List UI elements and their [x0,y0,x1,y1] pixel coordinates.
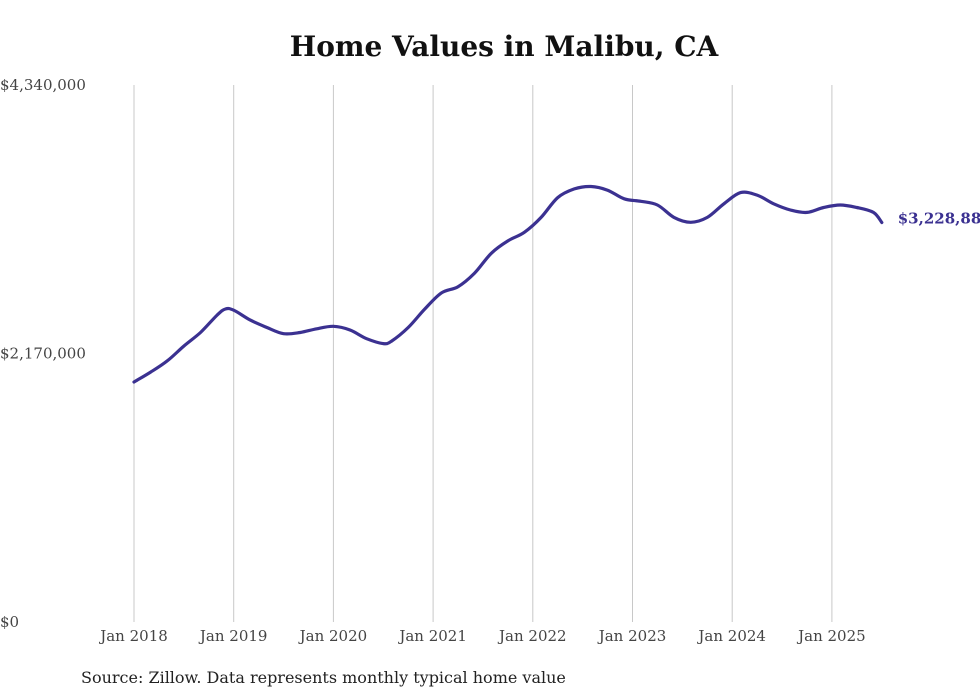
x-tick-label: Jan 2019 [198,627,268,645]
series-layer [132,184,884,384]
x-tick-label: Jan 2023 [597,627,667,645]
series-line [132,184,884,384]
x-tick-label: Jan 2021 [397,627,467,645]
x-tick-label: Jan 2025 [796,627,866,645]
y-tick-label: $4,340,000 [0,76,86,94]
chart-title: Home Values in Malibu, CA [289,30,719,63]
end-value-label: $3,228,880 [898,209,980,227]
x-tick-label: Jan 2024 [696,627,766,645]
x-tick-label: Jan 2020 [298,627,368,645]
y-tick-label: $0 [0,613,19,631]
gridlines [133,85,833,622]
x-tick-label: Jan 2018 [98,627,168,645]
source-note: Source: Zillow. Data represents monthly … [81,668,566,687]
y-axis-ticks: $4,340,000 $2,170,000 $0 [0,76,86,631]
y-tick-label: $2,170,000 [0,345,86,363]
label-layer: $3,228,880 [898,209,980,227]
x-tick-label: Jan 2022 [497,627,567,645]
x-axis-ticks: Jan 2018 Jan 2019 Jan 2020 Jan 2021 Jan 2022… [98,627,865,645]
